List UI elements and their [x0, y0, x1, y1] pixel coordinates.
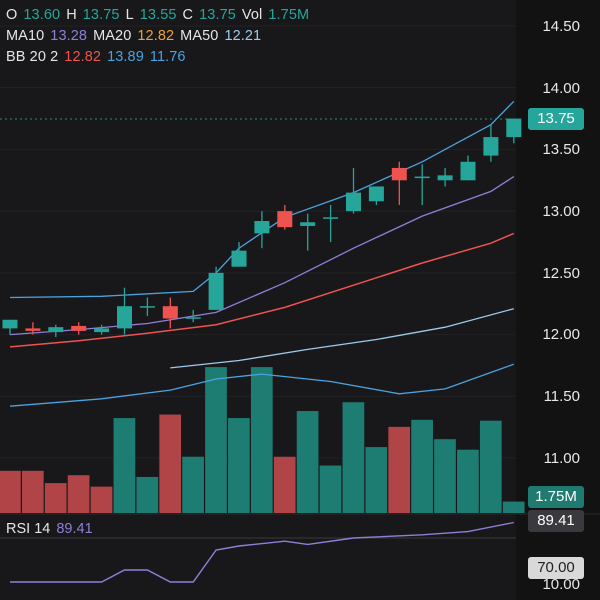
price-tick: 12.00 [542, 326, 580, 343]
ma20-value: 12.82 [137, 28, 175, 44]
ma10-label: MA10 [6, 28, 45, 44]
ma-readout: MA10 13.28 MA20 12.82 MA50 12.21 [6, 28, 261, 44]
volume-bar [44, 483, 67, 513]
bb-lower-value: 11.76 [149, 49, 186, 65]
volume-bars [0, 367, 525, 513]
bb-upper-value: 12.82 [64, 49, 102, 65]
rsi-level-badge: 70.00 [528, 557, 584, 579]
rsi-value: 89.41 [56, 521, 93, 537]
candle-body [323, 217, 339, 219]
volume-bar [342, 402, 365, 513]
volume-bar [67, 475, 90, 513]
candle-body [2, 319, 18, 329]
volume-bar [250, 367, 273, 513]
candle-body [483, 137, 499, 156]
indicator-lines [9, 100, 515, 407]
volume-bar [434, 439, 456, 513]
low-value: 13.55 [139, 7, 177, 23]
bb-lower-line [9, 363, 515, 407]
last-price-badge: 13.75 [528, 108, 584, 130]
candle-body [506, 118, 522, 138]
candle-body [277, 211, 293, 228]
volume-bar [411, 419, 433, 513]
price-tick: 11.00 [543, 450, 580, 467]
close-value: 13.75 [199, 7, 236, 23]
ma50-label: MA50 [180, 28, 219, 44]
candle-body [71, 325, 87, 331]
volume-bar [205, 367, 227, 513]
volume-value: 1.75M [268, 7, 310, 23]
candle-body [94, 328, 110, 333]
bb-label: BB 20 2 [6, 49, 59, 65]
price-tick: 14.50 [542, 18, 580, 35]
ma50-line [170, 308, 514, 369]
volume-bar [136, 476, 159, 513]
rsi-line [10, 521, 514, 583]
volume-bar [502, 501, 525, 513]
candle-body [208, 272, 224, 310]
candle-body [231, 250, 247, 267]
open-value: 13.60 [23, 7, 61, 23]
candle-body [437, 175, 453, 181]
candle-body [139, 306, 155, 308]
bb-middle-value: 13.89 [107, 49, 144, 65]
high-value: 13.75 [82, 7, 120, 23]
candle-body [185, 317, 201, 319]
high-label: H [66, 7, 77, 23]
volume-bar [457, 449, 479, 513]
rsi-label: RSI 14 [6, 521, 51, 537]
candle-body [300, 222, 316, 226]
open-label: O [6, 7, 18, 23]
ma20-label: MA20 [93, 28, 132, 44]
candle-body [48, 327, 64, 333]
volume-bar [273, 456, 296, 513]
candle-body [162, 306, 178, 319]
ma10-value: 13.28 [50, 28, 88, 44]
ma20-line [9, 232, 515, 348]
price-tick: 12.50 [542, 265, 580, 282]
rsi-badge: 89.41 [528, 510, 584, 532]
candle-body [346, 192, 361, 212]
price-tick: 11.50 [543, 388, 580, 405]
volume-bar [21, 470, 44, 513]
candle-body [254, 221, 270, 234]
candle-body [368, 186, 384, 202]
candle-body [25, 328, 41, 331]
price-tick: 13.50 [542, 141, 580, 158]
candle-body [460, 161, 476, 181]
ohlc-readout: O 13.60 H 13.75 L 13.55 C 13.75 Vol 1.75M [6, 7, 309, 23]
ma50-value: 12.21 [224, 28, 262, 44]
candlesticks[interactable] [2, 118, 522, 338]
volume-bar [90, 486, 113, 513]
volume-bar [319, 465, 342, 513]
volume-bar [228, 418, 250, 513]
close-label: C [182, 7, 194, 23]
volume-bar [113, 418, 136, 513]
volume-label: Vol [241, 7, 263, 23]
rsi-panel [0, 521, 516, 583]
candle-body [391, 167, 407, 181]
bb-readout: BB 20 2 12.82 13.89 11.76 [6, 49, 186, 65]
volume-bar [0, 470, 21, 513]
low-label: L [125, 7, 134, 23]
volume-bar [479, 420, 502, 513]
candle-body [117, 306, 132, 329]
price-tick: 13.00 [542, 203, 580, 220]
volume-bar [296, 411, 319, 513]
price-tick: 14.00 [542, 80, 580, 97]
rsi-readout: RSI 14 89.41 [6, 521, 93, 537]
rsi-bottom-tick: 10.00 [542, 576, 580, 593]
volume-bar [159, 414, 182, 513]
volume-bar [365, 447, 388, 513]
volume-bar [182, 456, 204, 513]
candle-body [414, 176, 430, 179]
volume-badge: 1.75M [528, 486, 584, 508]
volume-bar [388, 426, 411, 513]
